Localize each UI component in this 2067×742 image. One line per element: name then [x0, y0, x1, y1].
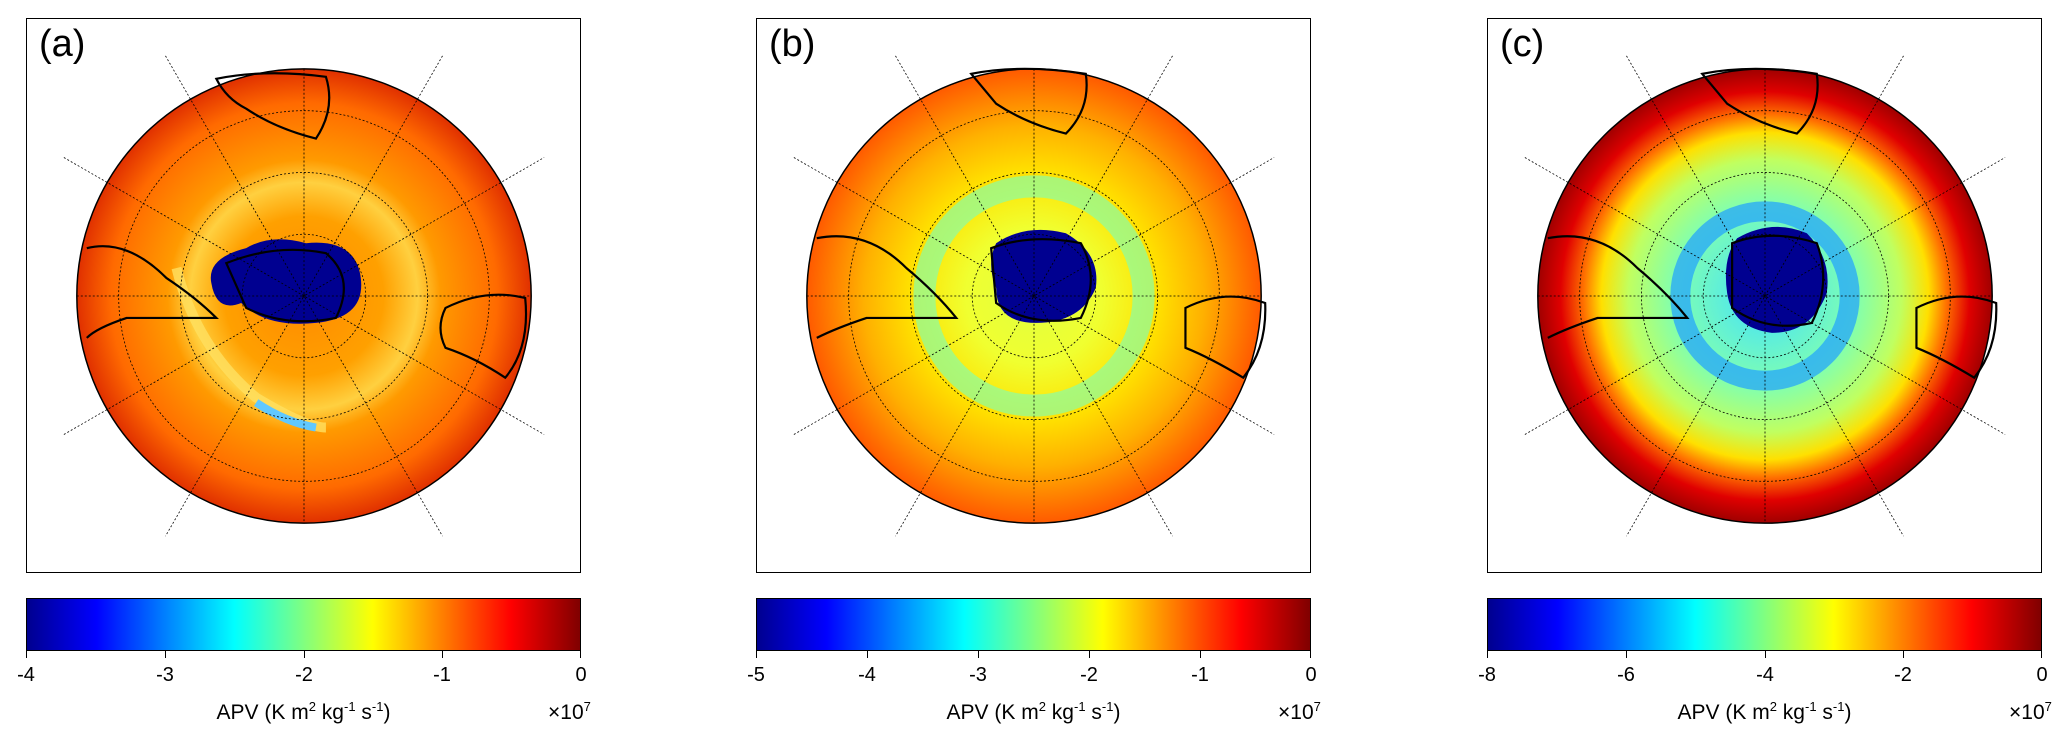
- vortex-filament-a: [253, 399, 317, 432]
- polar-vortex-c: [1725, 226, 1828, 333]
- scale-multiplier-c: ×107: [2009, 699, 2052, 725]
- polar-vortex-a: [210, 239, 362, 324]
- polar-map-c: [1524, 55, 2006, 537]
- colorbar-tick: [442, 651, 443, 658]
- colorbar-ticks-c: [1487, 651, 2042, 661]
- colorbar-tick: [580, 651, 581, 658]
- cb-label-close: ): [1844, 701, 1852, 724]
- colorbar-tick-label: -2: [1894, 664, 1912, 686]
- colorbar-tick-label: -4: [1756, 664, 1774, 686]
- colorbar-tick-label: 0: [1305, 664, 1317, 686]
- cb-label-sup1: 2: [308, 699, 316, 714]
- cb-label-sup2: -1: [1073, 699, 1086, 714]
- colorbar-tick: [867, 651, 868, 658]
- colorbar-b: [756, 598, 1311, 651]
- cb-label-sup1: 2: [1038, 699, 1046, 714]
- cb-label-sup3: -1: [1832, 699, 1845, 714]
- land-outline-c: [1547, 67, 1998, 380]
- map-panel-b: (b): [756, 18, 1311, 573]
- colorbar-ticks-b: [756, 651, 1311, 661]
- scale-exp: 7: [583, 699, 591, 714]
- graticule-a: [63, 55, 545, 537]
- map-panel-c: (c): [1487, 18, 2042, 573]
- map-panel-a: (a): [26, 18, 581, 573]
- map-rim-a: [76, 68, 532, 524]
- colorbar-c: [1487, 598, 2042, 651]
- colorbar-tick-label: -6: [1617, 664, 1635, 686]
- cb-label-end: s: [355, 701, 372, 724]
- cb-label-sup2: -1: [343, 699, 356, 714]
- polar-vortex-b: [991, 229, 1097, 323]
- cb-label-sup3: -1: [1101, 699, 1114, 714]
- panel-c: (c) APV (K m2 kg-1 s-1) ×107 -8 -6 -4 -2 0: [1461, 0, 2067, 742]
- colorbar-tick: [1089, 651, 1090, 658]
- colorbar-a: [26, 598, 581, 651]
- colorbar-tick-label: -2: [295, 664, 313, 686]
- colorbar-tick: [1487, 651, 1488, 658]
- cb-label-mid: kg: [1776, 701, 1805, 724]
- colorbar-title-a: APV (K m2 kg-1 s-1): [26, 699, 581, 725]
- scale-exp: 7: [1313, 699, 1321, 714]
- scale-base: ×10: [2009, 701, 2045, 724]
- colorbar-tick-label: -1: [1191, 664, 1209, 686]
- map-rim-b: [806, 68, 1262, 524]
- graticule-c: [1524, 55, 2006, 537]
- colorbar-tick: [1765, 651, 1766, 658]
- colorbar-tick-label: -8: [1478, 664, 1496, 686]
- colorbar-tick: [2041, 651, 2042, 658]
- graticule-b: [793, 55, 1275, 537]
- cb-label-main: APV (K m: [946, 701, 1039, 724]
- colorbar-tick-label: -3: [156, 664, 174, 686]
- panel-label: (b): [769, 23, 816, 65]
- polar-map-b: [793, 55, 1275, 537]
- cb-label-sup3: -1: [371, 699, 384, 714]
- panel-a: (a) APV (K m2 kg-1 s-1) ×107 -4 -3 -2 -1 0: [0, 0, 650, 742]
- scale-exp: 7: [2044, 699, 2052, 714]
- land-outline-b: [816, 67, 1267, 380]
- colorbar-title-c: APV (K m2 kg-1 s-1): [1487, 699, 2042, 725]
- polar-map-a: [63, 55, 545, 537]
- scale-multiplier-a: ×107: [548, 699, 591, 725]
- colorbar-tick: [165, 651, 166, 658]
- cb-label-end: s: [1085, 701, 1102, 724]
- panel-label: (c): [1500, 23, 1545, 65]
- cb-label-end: s: [1816, 701, 1833, 724]
- colorbar-ticks-a: [26, 651, 581, 661]
- scale-multiplier-b: ×107: [1278, 699, 1321, 725]
- colorbar-tick: [26, 651, 27, 658]
- colorbar-tick: [756, 651, 757, 658]
- colorbar-tick-label: -2: [1080, 664, 1098, 686]
- land-outline-a: [86, 72, 528, 380]
- colorbar-tick: [978, 651, 979, 658]
- scale-base: ×10: [1278, 701, 1314, 724]
- colorbar-tick: [1200, 651, 1201, 658]
- cb-label-close: ): [383, 701, 391, 724]
- cb-label-mid: kg: [1045, 701, 1074, 724]
- panel-label: (a): [39, 23, 86, 65]
- scale-base: ×10: [548, 701, 584, 724]
- colorbar-tick: [1310, 651, 1311, 658]
- colorbar-tick-label: -4: [858, 664, 876, 686]
- cb-label-close: ): [1113, 701, 1121, 724]
- colorbar-tick-label: -5: [747, 664, 765, 686]
- colorbar-tick-label: -3: [969, 664, 987, 686]
- cb-label-mid: kg: [315, 701, 344, 724]
- cb-label-main: APV (K m: [1677, 701, 1770, 724]
- colorbar-tick-label: -1: [433, 664, 451, 686]
- colorbar-title-b: APV (K m2 kg-1 s-1): [756, 699, 1311, 725]
- colorbar-tick: [1903, 651, 1904, 658]
- cb-label-main: APV (K m: [216, 701, 309, 724]
- colorbar-tick-label: 0: [2036, 664, 2048, 686]
- colorbar-tick-label: -4: [17, 664, 35, 686]
- colorbar-tick: [304, 651, 305, 658]
- map-rim-c: [1537, 68, 1993, 524]
- cb-label-sup1: 2: [1769, 699, 1777, 714]
- cb-label-sup2: -1: [1804, 699, 1817, 714]
- colorbar-tick-label: 0: [575, 664, 587, 686]
- panel-b: (b) APV (K m2 kg-1 s-1) ×107 -5 -4 -3 -2 -1 0: [730, 0, 1380, 742]
- colorbar-tick: [1626, 651, 1627, 658]
